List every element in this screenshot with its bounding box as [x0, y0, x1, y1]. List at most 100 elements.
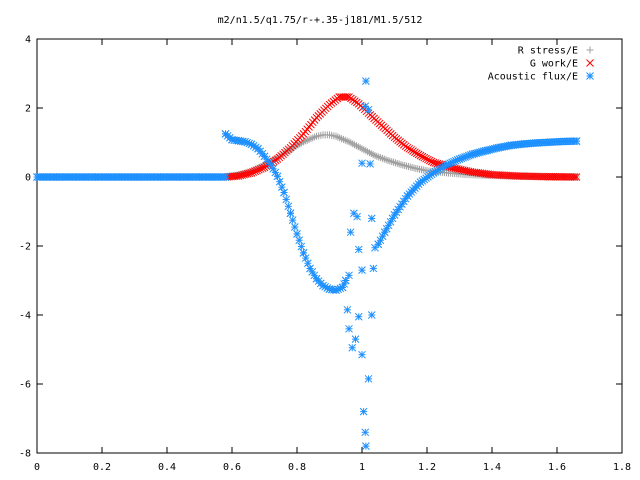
x-tick-label: 1	[359, 462, 365, 473]
x-tick-label: 0.6	[223, 462, 241, 473]
y-tick-label: 2	[25, 104, 31, 115]
legend-label: R stress/E	[518, 46, 578, 57]
data-point-cross	[337, 93, 346, 101]
data-point-cross	[545, 172, 554, 181]
legend-marker	[586, 72, 594, 80]
data-point-cross	[551, 172, 560, 181]
data-point-star	[345, 324, 353, 333]
data-point-star	[293, 230, 301, 238]
data-point-cross	[335, 93, 344, 101]
data-point-cross	[557, 172, 566, 181]
series-3	[33, 173, 230, 181]
data-point-cross	[339, 93, 348, 101]
data-point-star	[362, 442, 370, 450]
data-point-cross	[412, 149, 421, 158]
data-point-cross	[559, 173, 567, 181]
data-point-cross	[553, 172, 562, 181]
data-point-star	[572, 137, 581, 145]
data-point-cross	[407, 146, 416, 154]
data-point-star	[346, 228, 355, 237]
y-tick-label: -8	[19, 449, 31, 460]
data-point-star	[354, 245, 363, 254]
data-point-cross	[425, 156, 434, 165]
data-point-plus	[390, 158, 398, 166]
data-point-plus	[391, 159, 399, 167]
data-point-cross	[422, 154, 430, 163]
data-point-star	[351, 335, 360, 344]
data-point-cross	[403, 143, 412, 152]
data-point-star	[341, 276, 350, 285]
data-point-star	[221, 173, 230, 181]
y-tick-label: 4	[25, 35, 31, 46]
data-point-star	[343, 305, 352, 314]
data-point-star	[348, 343, 357, 352]
chart-title: m2/n1.5/q1.75/r-+.35-j181/M1.5/512	[218, 15, 423, 26]
legend-label: G work/E	[530, 59, 578, 70]
data-point-star	[288, 216, 297, 224]
data-point-plus	[395, 160, 403, 168]
legend-marker	[586, 59, 594, 67]
data-point-star	[358, 159, 366, 168]
y-axis: 4 2 0 -2 -4 -6 -8	[19, 35, 622, 460]
data-point-plus	[388, 158, 396, 166]
data-point-star	[271, 168, 280, 177]
data-point-cross	[566, 173, 575, 181]
data-point-cross	[555, 172, 564, 181]
plot-area	[33, 77, 581, 450]
y-tick-label: -4	[19, 311, 31, 322]
legend-label: Acoustic flux/E	[488, 72, 578, 83]
series-2	[221, 77, 581, 450]
data-point-cross	[540, 172, 548, 181]
data-point-star	[282, 195, 291, 204]
data-point-cross	[568, 173, 577, 181]
x-tick-label: 0.8	[288, 462, 306, 473]
data-point-cross	[543, 172, 552, 181]
data-point-cross	[411, 148, 419, 157]
data-point-cross	[258, 164, 267, 172]
data-point-star	[358, 266, 366, 275]
data-point-star	[297, 242, 306, 251]
data-point-cross	[561, 173, 569, 181]
y-tick-label: -2	[19, 242, 31, 253]
data-point-cross	[416, 151, 425, 160]
x-tick-label: 0.2	[93, 462, 111, 473]
data-point-cross	[405, 144, 414, 153]
x-tick-label: 0.4	[158, 462, 176, 473]
data-point-cross	[418, 152, 427, 161]
data-point-star	[364, 105, 373, 114]
x-tick-label: 1.6	[548, 462, 566, 473]
data-point-cross	[409, 147, 417, 155]
data-point-star	[286, 209, 295, 218]
legend: R stress/E G work/E Acoustic flux/E	[488, 46, 594, 83]
data-point-cross	[572, 173, 581, 181]
legend-marker	[586, 46, 594, 54]
data-point-star	[367, 311, 376, 319]
data-point-star	[358, 350, 366, 359]
x-axis: 0 0.2 0.4 0.6 0.8 1 1.2 1.4 1.6 1.8	[34, 39, 631, 473]
data-point-star	[290, 223, 299, 231]
data-point-star	[367, 214, 376, 223]
data-point-star	[362, 77, 370, 85]
data-point-star	[364, 374, 373, 383]
data-point-cross	[570, 173, 579, 181]
data-point-star	[366, 160, 374, 168]
data-point-star	[369, 264, 378, 273]
x-tick-label: 1.8	[613, 462, 631, 473]
data-point-cross	[341, 93, 349, 101]
x-tick-label: 0	[34, 462, 40, 473]
y-tick-label: 0	[25, 173, 31, 184]
y-tick-label: -6	[19, 380, 31, 391]
data-point-star	[353, 212, 361, 221]
data-point-cross	[549, 172, 558, 181]
x-tick-label: 1.4	[483, 462, 501, 473]
data-point-star	[284, 202, 293, 211]
data-point-cross	[564, 173, 573, 181]
data-point-cross	[414, 150, 423, 159]
data-point-cross	[424, 155, 432, 164]
data-point-cross	[542, 172, 550, 181]
data-point-star	[354, 312, 363, 321]
data-point-plus	[393, 159, 401, 167]
data-point-star	[359, 407, 368, 416]
data-point-cross	[547, 172, 556, 181]
